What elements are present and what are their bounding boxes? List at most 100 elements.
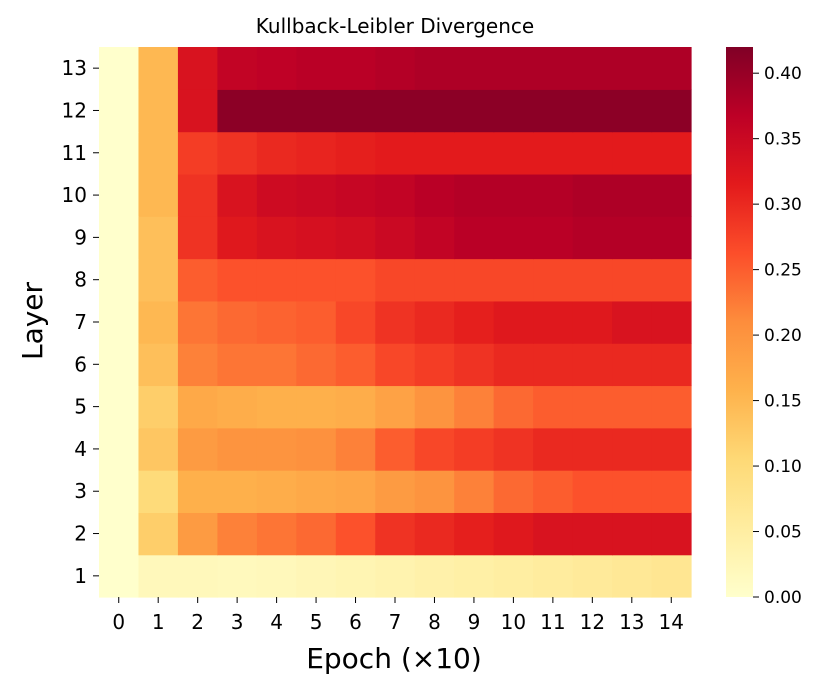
heatmap-cell <box>612 173 653 217</box>
heatmap-cell <box>375 343 416 387</box>
heatmap-cell <box>217 385 258 429</box>
heatmap-cell <box>454 554 495 598</box>
heatmap-cell <box>454 89 495 133</box>
heatmap-cell <box>612 47 653 90</box>
heatmap-cell <box>296 131 337 175</box>
heatmap-cell <box>256 554 297 598</box>
x-tick-label: 9 <box>468 610 481 634</box>
heatmap-cell <box>138 427 179 471</box>
heatmap-cell <box>177 47 218 90</box>
chart-title: Kullback-Leibler Divergence <box>256 14 534 38</box>
heatmap-cell <box>612 343 653 387</box>
heatmap-cell <box>256 427 297 471</box>
x-tick-label: 1 <box>152 610 165 634</box>
heatmap-cell <box>414 343 455 387</box>
heatmap-cell <box>375 427 416 471</box>
heatmap-cell <box>375 216 416 260</box>
heatmap-cell <box>533 47 574 90</box>
heatmap-cell <box>493 385 534 429</box>
heatmap-cell <box>177 470 218 513</box>
heatmap-cell <box>414 216 455 260</box>
y-tick-label: 9 <box>74 225 87 249</box>
heatmap-cell <box>375 385 416 429</box>
y-tick-label: 12 <box>62 98 87 122</box>
heatmap-cell <box>335 554 376 598</box>
x-tick-label: 10 <box>501 610 526 634</box>
heatmap-cell <box>177 554 218 598</box>
heatmap-cell <box>612 385 653 429</box>
heatmap-cell <box>572 385 613 429</box>
heatmap-cells <box>99 47 692 598</box>
heatmap-cell <box>138 300 179 344</box>
heatmap-cell <box>414 258 455 302</box>
y-tick-label: 2 <box>74 522 87 546</box>
heatmap-cell <box>572 554 613 598</box>
heatmap-cell <box>217 470 258 513</box>
x-tick-label: 3 <box>231 610 244 634</box>
heatmap-cell <box>177 385 218 429</box>
heatmap-cell <box>99 173 140 217</box>
x-tick-label: 2 <box>191 610 204 634</box>
heatmap-cell <box>177 89 218 133</box>
heatmap-cell <box>375 47 416 90</box>
heatmap-cell <box>572 470 613 513</box>
colorbar-tick-label: 0.00 <box>764 588 802 608</box>
heatmap-cell <box>138 385 179 429</box>
colorbar-tick-label: 0.35 <box>764 130 802 150</box>
heatmap-cell <box>296 47 337 90</box>
heatmap-cell <box>256 173 297 217</box>
y-tick-label: 10 <box>62 183 87 207</box>
heatmap-cell <box>493 470 534 513</box>
colorbar: 0.00 0.05 0.10 0.15 0.20 0.25 0.30 0.35 0.40 <box>726 47 802 608</box>
heatmap-cell <box>256 47 297 90</box>
x-tick-label: 14 <box>659 610 684 634</box>
heatmap-cell <box>454 512 495 556</box>
heatmap-cell <box>335 385 376 429</box>
heatmap-cell <box>493 258 534 302</box>
heatmap-cell <box>296 258 337 302</box>
heatmap-cell <box>651 131 692 175</box>
heatmap-cell <box>454 47 495 90</box>
x-tick-label: 6 <box>349 610 362 634</box>
heatmap-cell <box>414 47 455 90</box>
heatmap-cell <box>138 89 179 133</box>
heatmap-cell <box>217 258 258 302</box>
heatmap-cell <box>533 385 574 429</box>
heatmap-cell <box>256 300 297 344</box>
heatmap-cell <box>572 343 613 387</box>
heatmap-cell <box>296 554 337 598</box>
heatmap-cell <box>217 343 258 387</box>
heatmap-cell <box>296 216 337 260</box>
heatmap-cell <box>99 89 140 133</box>
heatmap-cell <box>651 343 692 387</box>
heatmap-cell <box>99 512 140 556</box>
heatmap-cell <box>493 512 534 556</box>
heatmap-cell <box>99 554 140 598</box>
heatmap-cell <box>296 173 337 217</box>
heatmap-cell <box>612 300 653 344</box>
heatmap-cell <box>572 47 613 90</box>
heatmap-cell <box>572 131 613 175</box>
heatmap-cell <box>99 47 140 90</box>
heatmap-cell <box>99 216 140 260</box>
heatmap-cell <box>651 512 692 556</box>
x-tick-label: 13 <box>619 610 644 634</box>
heatmap-cell <box>414 131 455 175</box>
heatmap-cell <box>177 258 218 302</box>
heatmap-cell <box>217 300 258 344</box>
heatmap-cell <box>296 89 337 133</box>
heatmap-cell <box>256 89 297 133</box>
heatmap-cell <box>335 131 376 175</box>
y-tick-label: 1 <box>74 564 87 588</box>
heatmap-cell <box>177 343 218 387</box>
heatmap-cell <box>335 470 376 513</box>
heatmap-cell <box>533 89 574 133</box>
heatmap-cell <box>414 173 455 217</box>
heatmap-cell <box>493 89 534 133</box>
x-tick-label: 7 <box>389 610 402 634</box>
heatmap-cell <box>572 89 613 133</box>
heatmap-cell <box>99 427 140 471</box>
heatmap-cell <box>414 512 455 556</box>
heatmap-cell <box>493 343 534 387</box>
